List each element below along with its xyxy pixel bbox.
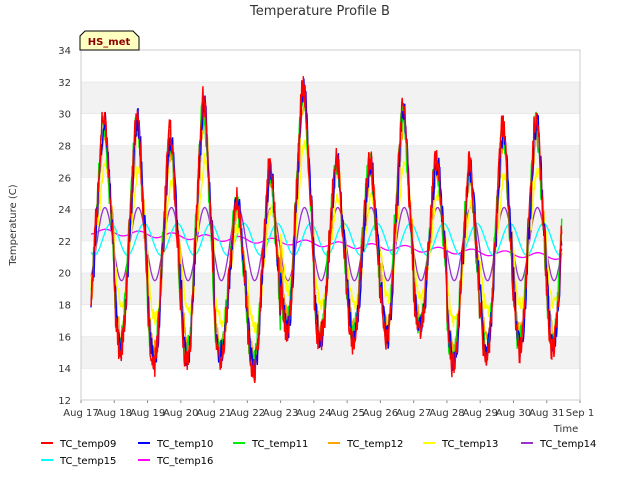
x-tick-label: Aug 27: [396, 408, 431, 419]
legend-label: TC_temp14: [539, 439, 596, 450]
y-tick-label: 34: [58, 46, 71, 57]
x-tick-label: Aug 30: [496, 408, 531, 419]
x-tick-label: Sep 1: [566, 408, 594, 419]
y-tick-label: 20: [58, 269, 71, 280]
y-tick-label: 26: [58, 173, 71, 184]
grid-band: [81, 113, 580, 146]
x-tick-label: Aug 19: [130, 408, 165, 419]
grid-band: [81, 81, 580, 114]
x-tick-label: Aug 26: [363, 408, 398, 419]
grid-band: [81, 336, 580, 369]
x-tick-label: Aug 23: [263, 408, 298, 419]
y-tick-label: 30: [58, 110, 71, 121]
grid-band: [81, 50, 580, 82]
series-lines: [90, 76, 563, 383]
badge-shape: [79, 30, 140, 51]
y-tick-label: 16: [58, 332, 71, 343]
y-tick-label: 22: [58, 237, 71, 248]
series-line-tc-temp16: [90, 228, 562, 260]
x-tick-label: Aug 28: [429, 408, 464, 419]
legend-label: TC_temp09: [59, 439, 116, 450]
y-tick-label: 12: [58, 396, 71, 407]
x-tick-label: Aug 22: [230, 408, 265, 419]
y-tick-label: 18: [58, 301, 71, 312]
y-tick-label: 32: [58, 78, 71, 89]
x-tick-label: Aug 17: [63, 408, 98, 419]
series-line-tc-temp15: [90, 222, 563, 256]
chart-title: Temperature Profile B: [249, 4, 390, 19]
plot-frame: [80, 49, 581, 401]
legend: TC_temp09 TC_temp10 TC_temp11 TC_temp12 TC_t…: [41, 439, 596, 467]
grid-band: [81, 177, 580, 210]
x-tick-label: Aug 29: [462, 408, 497, 419]
series-line-tc-temp09: [90, 76, 563, 383]
grid-band: [81, 368, 580, 400]
y-axis-label: Temperature (C): [8, 184, 19, 266]
x-tick-label: Aug 21: [196, 408, 231, 419]
legend-label: TC_temp16: [156, 456, 213, 467]
legend-label: TC_temp15: [59, 456, 116, 467]
y-ticks: 12 14 16 18 20 22 24 26 28 30 32 34: [58, 46, 71, 407]
grid-band: [81, 145, 580, 178]
badge-label: HS_met: [88, 37, 131, 48]
legend-label: TC_temp12: [346, 439, 403, 450]
legend-label: TC_temp11: [251, 439, 308, 450]
x-tick-label: Aug 31: [529, 408, 564, 419]
hs-met-badge: HS_met: [79, 30, 140, 51]
grid-band: [81, 272, 580, 305]
legend-label: TC_temp10: [156, 439, 213, 450]
x-axis-label: Time: [553, 424, 578, 435]
grid-band: [81, 304, 580, 337]
y-tick-label: 24: [58, 205, 71, 216]
x-tick-label: Aug 25: [329, 408, 364, 419]
x-tick-label: Aug 20: [163, 408, 198, 419]
x-tick-label: Aug 18: [97, 408, 132, 419]
legend-label: TC_temp13: [441, 439, 498, 450]
x-tick-label: Aug 24: [296, 408, 331, 419]
y-tick-label: 28: [58, 141, 71, 152]
y-tick-label: 14: [58, 364, 71, 375]
